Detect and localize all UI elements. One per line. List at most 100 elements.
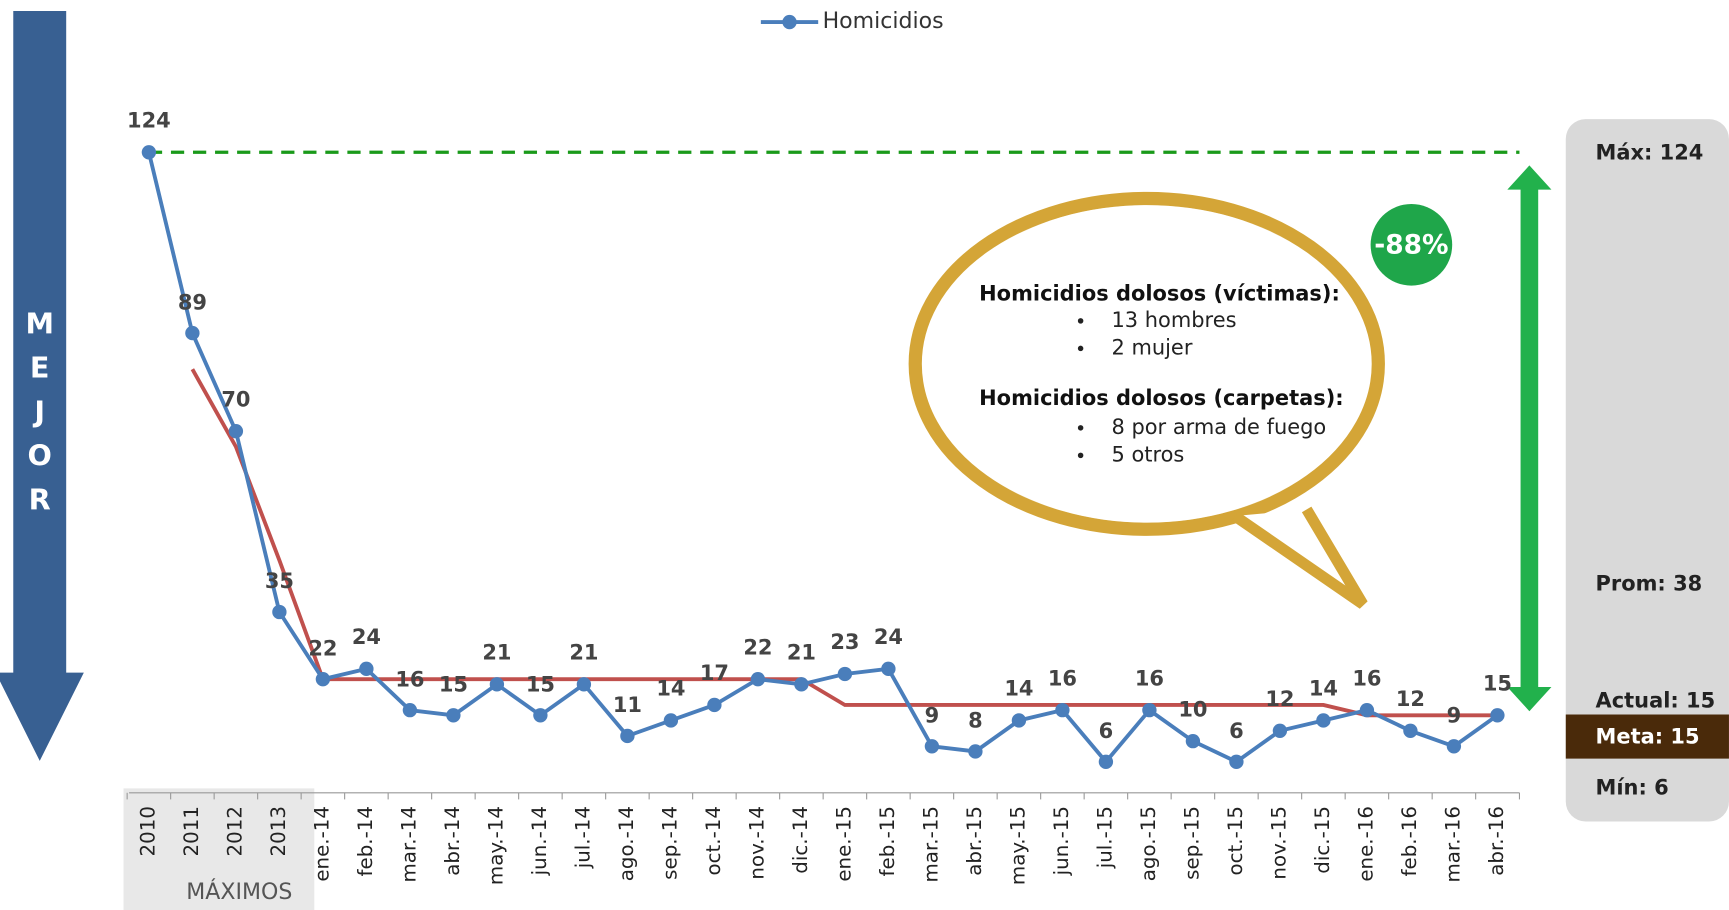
x-tick-label: feb.-15 (876, 806, 899, 876)
x-tick-label: sep.-15 (1180, 806, 1203, 880)
x-tick-label: mar.-14 (397, 806, 420, 883)
callout-heading: Homicidios dolosos (carpetas): (979, 386, 1343, 410)
data-label: 22 (308, 636, 337, 660)
data-label: 24 (352, 625, 381, 649)
data-label: 12 (1265, 687, 1294, 711)
data-label: 15 (1483, 671, 1512, 695)
data-point (1446, 739, 1462, 754)
data-label: 21 (569, 640, 598, 664)
trend-line (190, 368, 1498, 718)
data-label: 16 (1048, 666, 1077, 690)
data-point (1098, 754, 1114, 769)
side-letter: J (32, 394, 45, 428)
x-tick-label: oct.-14 (702, 806, 725, 875)
data-point (1142, 702, 1157, 718)
data-point (1185, 733, 1201, 749)
data-label: 17 (700, 661, 729, 685)
goal-band (1565, 714, 1729, 759)
data-label: 89 (178, 290, 207, 314)
data-label: 14 (656, 677, 685, 701)
x-tick-label: abr.-14 (441, 806, 464, 876)
data-point (1490, 708, 1505, 723)
data-label: 70 (221, 387, 250, 411)
data-label: 21 (787, 640, 816, 664)
legend-label: Homicidios (823, 9, 944, 34)
data-label: 15 (439, 673, 468, 697)
bullet (1077, 425, 1084, 431)
data-point (924, 739, 940, 754)
x-tick-label: nov.-15 (1267, 806, 1290, 880)
x-tick-label: ago.-15 (1137, 806, 1160, 881)
change-badge (1370, 203, 1453, 286)
data-label: 35 (265, 569, 294, 593)
x-tick-label: ene.-15 (832, 806, 855, 882)
data-point (359, 661, 374, 676)
data-label: 9 (1447, 704, 1462, 728)
series-line (147, 151, 1499, 765)
panel-avg: Prom: 38 (1596, 571, 1703, 595)
callout-item: 2 mujer (1111, 335, 1192, 359)
data-point (707, 697, 722, 713)
x-tick-label: ene.-14 (310, 806, 333, 882)
data-label: 9 (925, 704, 940, 728)
x-tick-label: 2010 (136, 806, 159, 856)
data-point (185, 325, 200, 341)
x-tick-label: sep.-14 (658, 806, 681, 880)
data-point (750, 671, 766, 687)
data-point (272, 604, 287, 620)
callout-item: 8 por arma de fuego (1111, 415, 1326, 439)
side-letter: R (29, 483, 51, 517)
callout-item: 5 otros (1111, 442, 1184, 466)
data-label: 16 (395, 667, 424, 691)
data-label: 15 (526, 673, 555, 697)
change-label: -88% (1374, 229, 1448, 260)
bullet (1077, 318, 1084, 324)
side-letter: M (25, 306, 54, 340)
data-point (228, 424, 244, 439)
data-point (1359, 702, 1375, 718)
side-letter: E (30, 350, 50, 384)
data-point (663, 713, 679, 728)
data-label: 23 (830, 630, 859, 654)
x-tick-label: nov.-14 (745, 806, 768, 880)
data-label: 14 (1309, 677, 1338, 701)
data-point (533, 708, 548, 723)
data-point (620, 728, 635, 744)
x-tick-label: may.-14 (484, 806, 507, 885)
x-tick-label: abr.-16 (1485, 806, 1508, 876)
x-tick-label: mar.-16 (1441, 806, 1464, 883)
summary-panel (1565, 119, 1729, 822)
data-label: 24 (874, 625, 903, 649)
x-tick-label: dic.-15 (1311, 806, 1334, 874)
data-label: 21 (482, 640, 511, 664)
data-label: 16 (1352, 666, 1381, 690)
data-label: 6 (1229, 719, 1244, 743)
x-tick-label: mar.-15 (919, 806, 942, 883)
data-point (1272, 723, 1288, 738)
panel-goal: Meta: 15 (1596, 725, 1700, 749)
x-tick-label: feb.-16 (1398, 806, 1421, 876)
x-tick-label: jul.-15 (1093, 806, 1116, 869)
x-tick-label: jul.-14 (571, 806, 594, 869)
data-point (1229, 754, 1244, 769)
x-tick-label: may.-15 (1006, 806, 1029, 885)
data-label: 12 (1396, 687, 1425, 711)
data-label: 22 (743, 635, 772, 659)
data-point (1055, 702, 1070, 718)
bullet (1077, 452, 1084, 459)
x-tick-label: oct.-15 (1224, 806, 1247, 875)
data-point (402, 702, 418, 718)
bubble-fill (922, 205, 1371, 523)
x-tick-label: ago.-14 (615, 806, 638, 881)
x-tick-label: 2013 (267, 806, 290, 856)
group-label: MÁXIMOS (186, 879, 292, 905)
data-label: 11 (613, 693, 642, 717)
x-tick-label: jun.-14 (528, 806, 551, 876)
bullet (1077, 345, 1084, 352)
data-point (576, 677, 592, 692)
x-tick-label: dic.-14 (789, 806, 812, 874)
data-point (1403, 723, 1418, 738)
x-tick-label: 2012 (223, 806, 246, 856)
data-label: 10 (1178, 697, 1207, 721)
